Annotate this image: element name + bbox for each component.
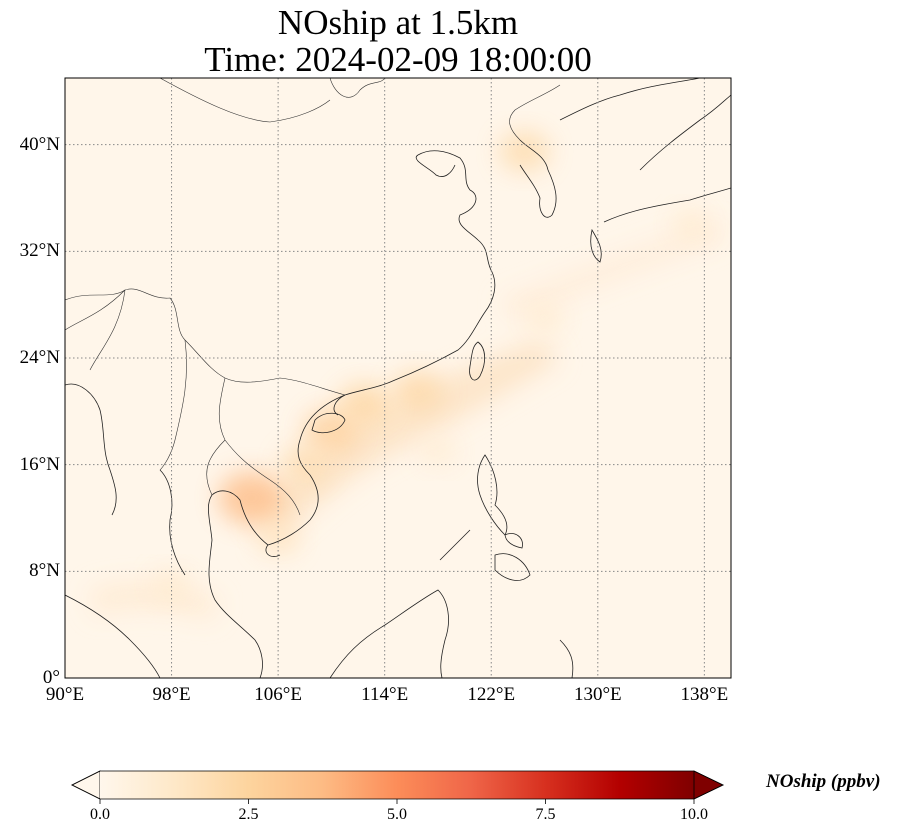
border-10 <box>159 78 331 123</box>
lon-label-106: 106°E <box>254 684 302 705</box>
map-frame <box>64 77 732 679</box>
colorbar-tick-label-2: 5.0 <box>387 806 407 823</box>
concentration-hotspots <box>152 131 711 600</box>
colorbar-tick-label-4: 10.0 <box>680 806 708 823</box>
border-5 <box>218 377 271 481</box>
country-borders <box>65 78 561 516</box>
hotspot-1 <box>218 471 285 525</box>
hotspot-3 <box>338 383 392 426</box>
gridlines <box>65 78 731 678</box>
colorbar-tick-label-0: 0.0 <box>90 806 110 823</box>
russia-coast <box>559 78 701 121</box>
lat-label-16: 16°N <box>19 453 60 475</box>
hotspot-5 <box>499 131 550 172</box>
lon-label-138: 138°E <box>680 684 729 705</box>
colorbar-tick-label-3: 7.5 <box>535 806 556 823</box>
lat-label-24: 24°N <box>19 347 60 368</box>
palawan <box>439 529 471 561</box>
hotspot-4 <box>392 370 444 412</box>
border-4 <box>159 339 187 471</box>
japan-north <box>639 94 731 171</box>
map-area <box>65 78 731 678</box>
colorbar-tick-label-1: 2.5 <box>238 806 259 823</box>
hotspot-6 <box>280 445 329 484</box>
border-9 <box>329 78 386 98</box>
lon-label-122: 122°E <box>467 684 516 705</box>
vietnam-coast <box>265 394 346 557</box>
border-11 <box>509 84 561 141</box>
hotspot-9 <box>419 436 457 467</box>
borneo <box>329 589 449 678</box>
hainan-island <box>311 412 346 434</box>
title-line-2: Time: 2024-02-09 18:00:00 <box>204 40 592 79</box>
gulf-thailand <box>207 490 269 678</box>
border-1 <box>65 288 186 341</box>
colorbar-max-extend <box>693 770 724 800</box>
colorbar-label: NOship (ppbv) <box>766 771 881 792</box>
china-coast <box>344 150 496 396</box>
hotspot-11 <box>672 209 711 240</box>
lat-label-32: 32°N <box>19 240 60 262</box>
border-7 <box>206 439 226 496</box>
map-title: NOship at 1.5km Time: 2024-02-09 18:00:0… <box>0 4 796 78</box>
colorbar <box>71 770 724 804</box>
lat-label-8: 8°N <box>29 560 60 582</box>
lat-label-40: 40°N <box>19 133 60 155</box>
andaman-coast <box>159 469 186 576</box>
border-3 <box>89 289 126 371</box>
lon-label-114: 114°E <box>361 684 409 705</box>
coastlines <box>65 78 731 678</box>
colorbar-ticks <box>99 799 695 804</box>
lon-label-98: 98°E <box>152 684 191 705</box>
taiwan-island <box>469 341 486 381</box>
sulawesi <box>559 639 574 678</box>
hotspot-8 <box>152 569 191 600</box>
hotspot-10 <box>525 302 564 334</box>
border-8 <box>65 289 126 331</box>
mindanao <box>494 553 531 581</box>
japan-kyushu <box>590 228 602 263</box>
bohai-coast <box>415 154 456 177</box>
myanmar-coast <box>65 383 117 516</box>
lon-label-130: 130°E <box>573 684 622 705</box>
korea-peninsula <box>519 139 557 218</box>
border-6 <box>269 479 301 516</box>
japan-honshu <box>603 187 731 223</box>
lon-label-90: 90°E <box>45 684 85 705</box>
lat-label-0: 0° <box>42 667 60 688</box>
visayas <box>504 533 523 549</box>
colorbar-body <box>100 771 694 799</box>
sumatra <box>65 594 161 678</box>
border-2 <box>184 339 346 396</box>
colorbar-min-extend <box>71 770 101 800</box>
title-line-1: NOship at 1.5km <box>277 3 519 42</box>
